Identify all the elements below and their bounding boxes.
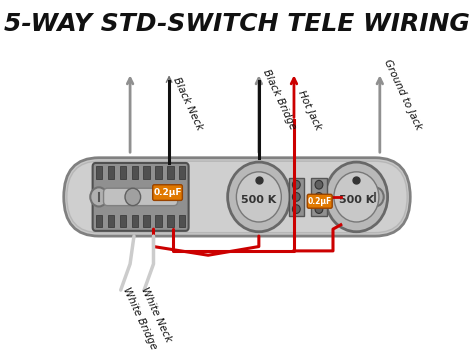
Text: 500 K: 500 K bbox=[339, 195, 374, 205]
Circle shape bbox=[228, 162, 290, 232]
Circle shape bbox=[325, 162, 388, 232]
FancyBboxPatch shape bbox=[64, 158, 410, 236]
FancyBboxPatch shape bbox=[144, 166, 150, 178]
Text: Hot Jack: Hot Jack bbox=[296, 89, 323, 132]
FancyBboxPatch shape bbox=[103, 188, 178, 206]
Text: 0.2μF: 0.2μF bbox=[153, 188, 182, 197]
Text: 500 K: 500 K bbox=[241, 195, 276, 205]
Text: White Neck: White Neck bbox=[139, 286, 173, 344]
Circle shape bbox=[315, 205, 323, 213]
FancyBboxPatch shape bbox=[108, 166, 114, 178]
FancyBboxPatch shape bbox=[119, 166, 126, 178]
FancyBboxPatch shape bbox=[119, 215, 126, 227]
Circle shape bbox=[292, 192, 300, 201]
Text: 5-WAY STD-SWITCH TELE WIRING: 5-WAY STD-SWITCH TELE WIRING bbox=[4, 12, 470, 36]
FancyBboxPatch shape bbox=[167, 215, 173, 227]
FancyBboxPatch shape bbox=[153, 185, 182, 200]
FancyBboxPatch shape bbox=[307, 194, 332, 208]
Circle shape bbox=[292, 205, 300, 213]
FancyBboxPatch shape bbox=[92, 163, 189, 231]
FancyBboxPatch shape bbox=[289, 178, 304, 216]
FancyBboxPatch shape bbox=[67, 161, 407, 233]
FancyBboxPatch shape bbox=[96, 166, 102, 178]
FancyBboxPatch shape bbox=[131, 215, 138, 227]
FancyBboxPatch shape bbox=[131, 166, 138, 178]
Circle shape bbox=[366, 187, 384, 206]
FancyBboxPatch shape bbox=[179, 215, 185, 227]
Circle shape bbox=[315, 192, 323, 201]
FancyBboxPatch shape bbox=[108, 215, 114, 227]
Text: White Bridge: White Bridge bbox=[121, 286, 158, 351]
Circle shape bbox=[334, 172, 379, 222]
FancyBboxPatch shape bbox=[155, 215, 162, 227]
Text: Ground to Jack: Ground to Jack bbox=[382, 58, 424, 132]
Circle shape bbox=[125, 188, 141, 206]
FancyBboxPatch shape bbox=[311, 178, 327, 216]
FancyBboxPatch shape bbox=[144, 215, 150, 227]
Circle shape bbox=[90, 187, 108, 206]
Circle shape bbox=[237, 172, 282, 222]
Text: Black Bridge: Black Bridge bbox=[261, 68, 298, 132]
Text: Black Neck: Black Neck bbox=[172, 76, 205, 132]
FancyBboxPatch shape bbox=[179, 166, 185, 178]
FancyBboxPatch shape bbox=[96, 215, 102, 227]
FancyBboxPatch shape bbox=[167, 166, 173, 178]
Circle shape bbox=[315, 180, 323, 189]
FancyBboxPatch shape bbox=[155, 166, 162, 178]
Text: 0.2μF: 0.2μF bbox=[308, 197, 332, 206]
Circle shape bbox=[292, 180, 300, 189]
